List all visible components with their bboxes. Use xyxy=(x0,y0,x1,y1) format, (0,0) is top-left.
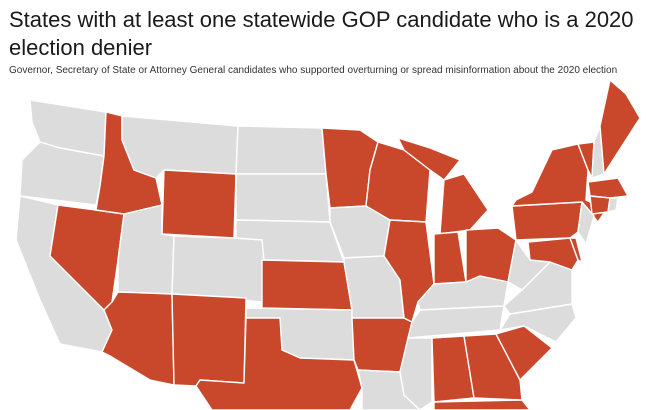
state-ct xyxy=(589,195,611,215)
state-ma xyxy=(587,177,629,199)
state-ga xyxy=(463,333,523,401)
state-sd xyxy=(235,173,331,223)
state-sc xyxy=(495,325,553,381)
state-mi xyxy=(397,137,489,235)
state-nm xyxy=(171,293,247,387)
state-az xyxy=(101,291,175,386)
state-de xyxy=(569,237,583,263)
state-tn xyxy=(407,305,505,339)
state-co xyxy=(171,235,265,303)
state-me xyxy=(599,79,641,175)
state-ri xyxy=(607,197,619,213)
state-ks xyxy=(261,259,353,311)
state-in xyxy=(433,231,467,285)
state-fl xyxy=(433,399,531,410)
state-oh xyxy=(465,227,517,283)
state-wy xyxy=(161,169,237,239)
map-title: States with at least one statewide GOP c… xyxy=(9,7,634,60)
map-subtitle: Governor, Secretary of State or Attorney… xyxy=(9,65,618,76)
state-mt xyxy=(121,115,239,179)
state-nj xyxy=(577,201,595,245)
state-nd xyxy=(235,125,327,175)
state-tx xyxy=(195,317,363,410)
state-pa xyxy=(511,201,583,241)
